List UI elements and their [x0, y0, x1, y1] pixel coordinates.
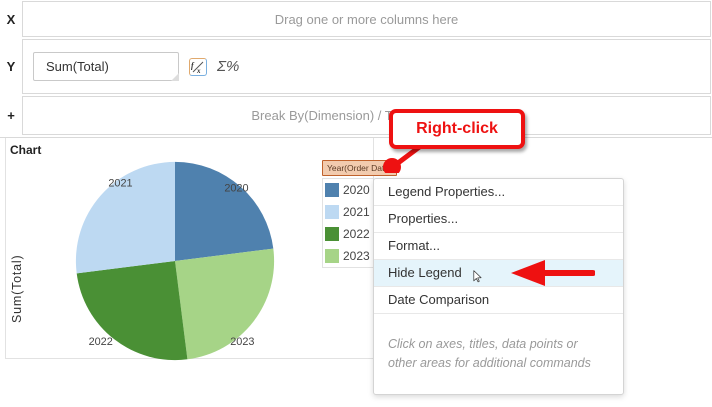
- svg-text:x: x: [196, 67, 201, 74]
- svg-text:2023: 2023: [230, 336, 254, 348]
- svg-text:2020: 2020: [224, 183, 248, 195]
- svg-text:f: f: [191, 61, 195, 70]
- svg-text:2021: 2021: [108, 178, 132, 190]
- svg-text:2022: 2022: [89, 336, 113, 348]
